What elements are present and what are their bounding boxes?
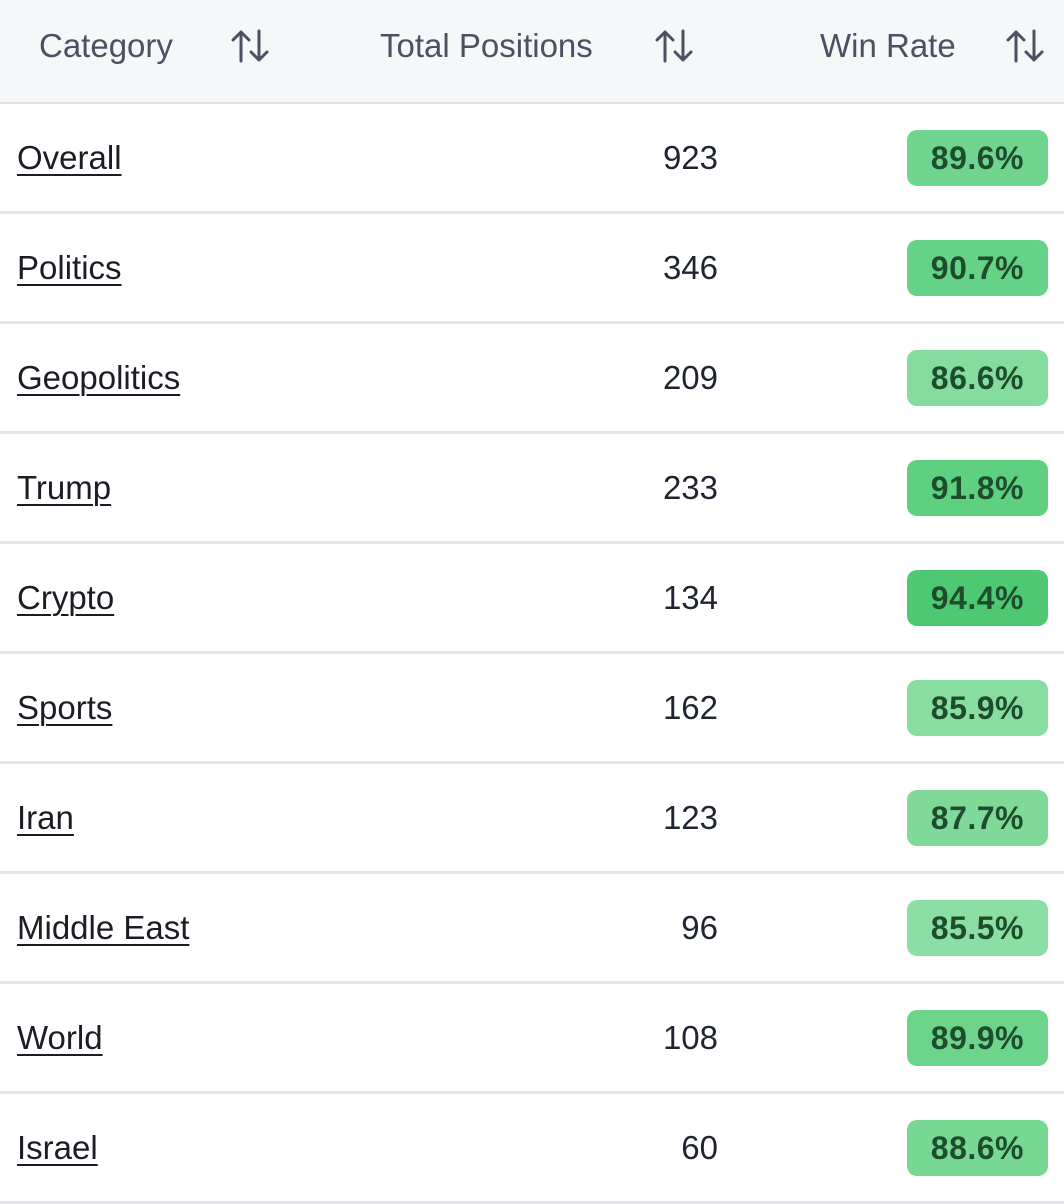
category-link[interactable]: Sports	[17, 688, 113, 726]
total-positions-value: 96	[681, 908, 718, 946]
total-positions-value: 162	[662, 688, 718, 726]
win-rate-badge: 90.7%	[906, 240, 1048, 296]
table-row: Geopolitics 209 86.6%	[0, 324, 1064, 434]
category-link[interactable]: Middle East	[17, 908, 190, 946]
total-positions-value: 123	[662, 798, 718, 836]
win-rate-badge: 85.5%	[906, 900, 1048, 956]
column-header-category[interactable]: Category	[39, 27, 173, 64]
table-row: Israel 60 88.6%	[0, 1094, 1064, 1204]
sort-arrows-icon[interactable]	[655, 28, 695, 64]
win-rate-badge: 94.4%	[906, 570, 1048, 626]
column-header-total-positions[interactable]: Total Positions	[380, 27, 593, 64]
category-link[interactable]: Israel	[17, 1128, 98, 1166]
win-rate-badge: 85.9%	[906, 680, 1048, 736]
win-rate-badge: 91.8%	[906, 460, 1048, 516]
table-row: Crypto 134 94.4%	[0, 544, 1064, 654]
category-link[interactable]: Trump	[17, 468, 112, 506]
win-rate-badge: 88.6%	[906, 1120, 1048, 1176]
category-link[interactable]: Overall	[17, 138, 122, 176]
table-row: Sports 162 85.9%	[0, 654, 1064, 764]
table-row: Politics 346 90.7%	[0, 214, 1064, 324]
total-positions-value: 134	[662, 578, 718, 616]
total-positions-value: 346	[662, 248, 718, 286]
table-row: Middle East 96 85.5%	[0, 874, 1064, 984]
category-link[interactable]: World	[17, 1018, 103, 1056]
win-rate-badge: 86.6%	[906, 350, 1048, 406]
category-link[interactable]: Crypto	[17, 578, 115, 616]
table-row: Iran 123 87.7%	[0, 764, 1064, 874]
table-row: Trump 233 91.8%	[0, 434, 1064, 544]
sort-arrows-icon[interactable]	[231, 28, 271, 64]
category-link[interactable]: Politics	[17, 248, 122, 286]
win-rate-badge: 89.6%	[906, 130, 1048, 186]
sort-arrows-icon[interactable]	[1006, 28, 1046, 64]
total-positions-value: 60	[681, 1128, 718, 1166]
category-link[interactable]: Iran	[17, 798, 74, 836]
table-header: Category Total Positions Win Rate	[0, 0, 1064, 104]
table-row: World 108 89.9%	[0, 984, 1064, 1094]
total-positions-value: 923	[662, 138, 718, 176]
total-positions-value: 209	[662, 358, 718, 396]
category-link[interactable]: Geopolitics	[17, 358, 181, 396]
total-positions-value: 233	[662, 468, 718, 506]
table-row: Overall 923 89.6%	[0, 104, 1064, 214]
total-positions-value: 108	[662, 1018, 718, 1056]
win-rate-badge: 87.7%	[906, 790, 1048, 846]
column-header-win-rate[interactable]: Win Rate	[820, 27, 956, 64]
win-rate-badge: 89.9%	[906, 1010, 1048, 1066]
